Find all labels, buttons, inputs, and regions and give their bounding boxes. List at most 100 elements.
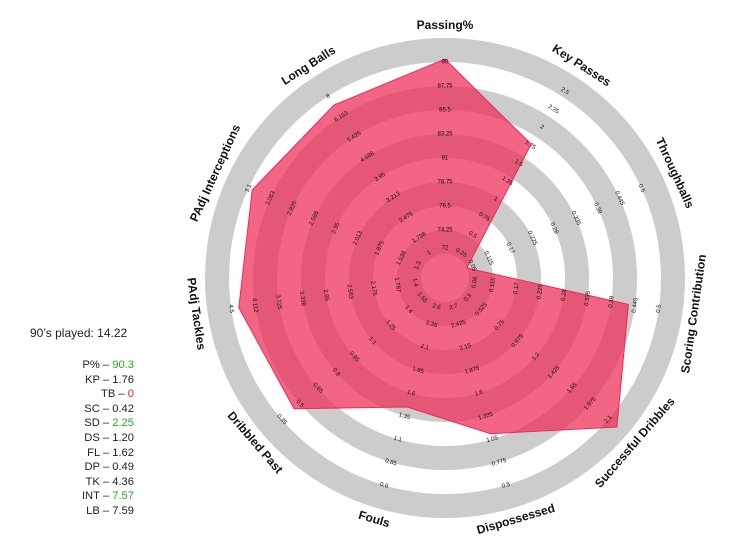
tick-label: 72 [442, 246, 449, 252]
tick-label: 1.05 [486, 435, 500, 444]
tick-label: 4.112 [250, 298, 258, 314]
stat-code: DS – [84, 431, 113, 444]
tick-label: 0.5 [294, 399, 304, 410]
stat-row-sd: SD – 2.25 [30, 416, 134, 431]
stats-panel: 90’s played: 14.22 P% – 90.3 KP – 1.76 TB … [30, 326, 200, 519]
stat-value: 1.62 [112, 446, 134, 459]
tick-label: 1.4 [411, 278, 418, 288]
tick-label: 81 [442, 156, 449, 162]
tick-label: 0.775 [491, 458, 508, 468]
stat-row-ds: DS – 1.20 [30, 431, 134, 446]
stat-code: DP – [84, 461, 113, 474]
tick-label: 1.1 [393, 436, 403, 444]
tick-label: 0.5 [501, 482, 511, 490]
tick-label: 2.825 [287, 200, 299, 217]
tick-label: 2.15 [459, 343, 473, 352]
stat-value: 2.25 [112, 417, 134, 430]
tick-label: 0.28 [549, 222, 560, 236]
stat-row-dp: DP – 0.49 [30, 460, 134, 475]
tick-label: 0.5 [467, 231, 478, 241]
tick-label: 0.445 [632, 297, 640, 313]
tick-label: 0.85 [384, 458, 398, 467]
tick-label: 1.538 [396, 250, 408, 267]
tick-label: 1.2 [531, 351, 541, 362]
tick-label: 2.425 [451, 319, 468, 329]
tick-label: 0.06 [471, 276, 479, 289]
tick-label: 4.5 [227, 304, 234, 314]
stat-row-sc: SC – 0.42 [30, 402, 134, 417]
tick-label: 2 [539, 124, 546, 131]
tick-label: 1.787 [393, 277, 401, 293]
stat-code: LB – [86, 504, 113, 517]
stat-value: 0 [127, 388, 134, 401]
tick-label: 0.3 [463, 292, 473, 303]
tick-label: 0.115 [489, 277, 497, 293]
stat-list: P% – 90.3 KP – 1.76 TB – 0 SC – 0.42 SD – 2.… [30, 358, 200, 519]
stat-row-tb: TB – 0 [30, 387, 134, 402]
tick-label: 3.1 [245, 183, 254, 194]
tick-label: 83.25 [437, 132, 453, 138]
tick-label: 1.3 [414, 260, 423, 271]
tick-label: 3.725 [274, 294, 282, 310]
tick-label: 1.35 [398, 412, 412, 421]
tick-label: 1.1 [367, 336, 377, 347]
tick-label: 0.17 [505, 242, 516, 256]
stat-row-fl: FL – 1.62 [30, 446, 134, 461]
played-count: 90’s played: 14.22 [30, 326, 128, 340]
tick-label: 0.225 [537, 283, 545, 299]
tick-label: 1 [426, 250, 433, 257]
stat-row-tk: TK – 4.36 [30, 475, 134, 490]
tick-label: 2.6 [431, 303, 441, 311]
tick-label: 2.25 [547, 104, 561, 116]
tick-label: 2.1 [604, 414, 614, 425]
tick-label: 3.338 [298, 291, 306, 307]
tick-label: 1.6 [406, 390, 416, 398]
stat-row-kp: KP – 1.76 [30, 373, 134, 388]
tick-label: 2.7 [449, 303, 459, 311]
stat-value: 1.76 [112, 373, 134, 386]
tick-label: 2.175 [369, 280, 377, 296]
tick-label: 0.17 [513, 281, 521, 294]
tick-label: 0.6 [379, 482, 389, 490]
tick-label: 0.39 [592, 202, 603, 216]
tick-label: 0.75 [477, 212, 491, 224]
tick-label: 74.25 [437, 228, 453, 234]
tick-label: 1.5 [513, 159, 524, 169]
tick-label: 1.325 [478, 412, 495, 422]
stat-code: FL – [87, 446, 113, 459]
tick-label: 2.35 [425, 320, 439, 329]
tick-label: 1.4 [403, 305, 413, 316]
tick-label: 0.445 [613, 190, 625, 207]
tick-label: 2.563 [345, 284, 353, 300]
tick-label: 2.013 [352, 230, 364, 247]
radar-data-polygon [238, 58, 629, 435]
stat-value: 4.36 [112, 475, 134, 488]
tick-label: 1.875 [374, 240, 386, 257]
tick-label: 0.8 [331, 368, 341, 379]
tick-label: 0.335 [584, 290, 592, 306]
radar-data-polygon-layer [238, 58, 629, 435]
tick-label: 0.335 [570, 210, 582, 227]
tick-label: 78.75 [437, 180, 453, 186]
tick-label: 1 [492, 196, 499, 203]
tick-label: 2.5 [560, 87, 571, 97]
stat-value: 1.20 [112, 431, 134, 444]
tick-label: 1.875 [464, 365, 481, 375]
tick-label: 0.39 [608, 295, 616, 308]
stat-row-int: INT – 7.57 [30, 489, 134, 504]
tick-label: 3.063 [265, 190, 277, 207]
stat-code: SD – [84, 417, 113, 430]
stat-code: KP – [85, 373, 113, 386]
tick-label: 0.05 [467, 259, 478, 273]
tick-label: 0.115 [482, 250, 494, 266]
tick-label: 0.28 [561, 288, 569, 301]
tick-label: 8 [325, 93, 332, 100]
tick-label: 3.95 [374, 171, 388, 183]
stat-value: 7.59 [112, 504, 134, 517]
tick-label: 85.5 [439, 108, 451, 114]
tick-label: 1.6 [474, 389, 484, 397]
tick-label: 87.75 [437, 84, 453, 90]
stat-code: INT – [81, 490, 113, 503]
stat-code: SC – [84, 402, 113, 415]
